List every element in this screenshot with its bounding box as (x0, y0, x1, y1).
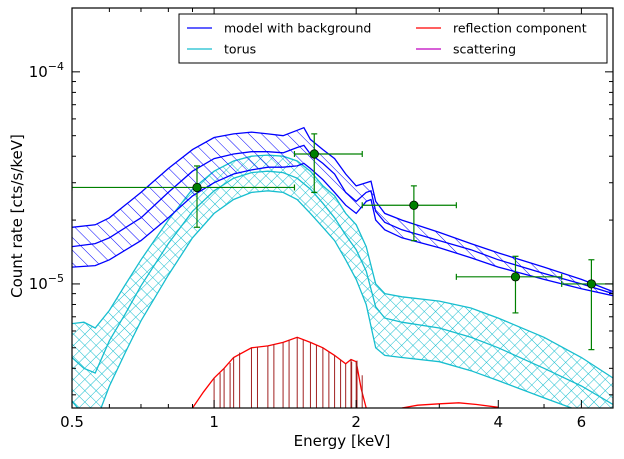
data-marker (192, 182, 202, 193)
model-band (72, 127, 613, 296)
x-axis-label: Energy [keV] (294, 432, 391, 450)
legend-label: torus (224, 42, 256, 57)
torus-band (72, 155, 613, 408)
plot-series-layer (72, 126, 613, 408)
data-point-1 (72, 165, 296, 228)
legend: model with background torus reflection com… (178, 13, 608, 64)
axis-ticks: 0.5 1 2 4 6 10−5 10−4 (29, 7, 614, 431)
torus-line-lower (72, 190, 574, 408)
model-line-lower (72, 162, 613, 297)
x-tick-label: 6 (577, 413, 587, 431)
x-tick-label: 0.5 (60, 413, 84, 431)
model-line-upper (72, 126, 613, 293)
y-tick-label: 10−4 (29, 60, 64, 81)
data-points-layer (72, 133, 613, 351)
plot-frame (71, 7, 614, 409)
data-marker (510, 272, 521, 282)
data-point-3 (361, 185, 457, 242)
x-tick-label: 1 (209, 413, 219, 431)
model-line-mid (72, 144, 613, 295)
data-marker (586, 279, 597, 289)
x-tick-label: 4 (494, 413, 504, 431)
legend-box (178, 13, 608, 64)
reflection-line (191, 336, 367, 408)
x-tick-label: 2 (351, 413, 361, 431)
legend-label: scattering (453, 42, 516, 57)
torus-line-upper (72, 154, 613, 379)
data-marker (309, 149, 319, 159)
reflection-line-high (401, 402, 499, 408)
legend-label: reflection component (453, 21, 587, 36)
data-point-5 (561, 259, 613, 351)
data-marker (409, 200, 419, 210)
torus-line-mid (72, 170, 613, 406)
data-point-2 (293, 133, 363, 194)
y-tick-label: 10−5 (29, 272, 64, 293)
legend-label: model with background (224, 21, 371, 36)
data-point-4 (455, 255, 563, 314)
y-axis-label: Count rate [cts/s/keV] (8, 134, 26, 298)
